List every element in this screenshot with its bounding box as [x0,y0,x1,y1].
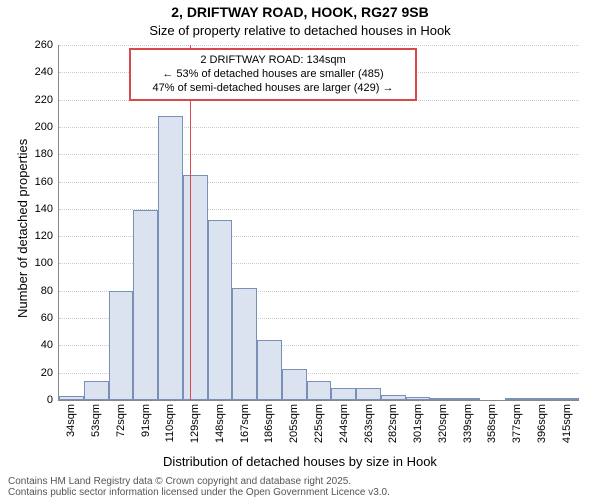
chart-subtitle: Size of property relative to detached ho… [0,23,600,38]
y-tick: 20 [41,367,59,379]
y-tick: 180 [35,148,59,160]
x-tick: 53sqm [90,400,102,437]
bar [307,381,332,400]
bar [282,369,307,400]
y-tick: 240 [35,66,59,78]
plot-area: 02040608010012014016018020022024026034sq… [58,45,579,401]
y-tick: 40 [41,339,59,351]
x-tick: 167sqm [239,400,251,443]
bar [208,220,233,400]
x-tick: 358sqm [486,400,498,443]
x-tick: 339sqm [462,400,474,443]
x-tick: 186sqm [263,400,275,443]
x-tick: 148sqm [214,400,226,443]
y-tick: 140 [35,203,59,215]
annotation-line: ← 53% of detached houses are smaller (48… [137,68,409,82]
x-tick: 396sqm [536,400,548,443]
x-tick: 244sqm [338,400,350,443]
x-tick: 129sqm [189,400,201,443]
chart-title: 2, DRIFTWAY ROAD, HOOK, RG27 9SB [0,4,600,20]
x-tick: 110sqm [164,400,176,442]
credits-line2: Contains public sector information licen… [8,487,600,498]
y-tick: 260 [35,39,59,51]
credits-line1: Contains HM Land Registry data © Crown c… [8,476,600,487]
gridline [59,182,579,183]
gridline [59,154,579,155]
x-tick: 282sqm [387,400,399,443]
y-axis-label: Number of detached properties [15,138,30,317]
bar [133,210,158,400]
y-tick: 220 [35,94,59,106]
annotation-line: 2 DRIFTWAY ROAD: 134sqm [137,54,409,68]
y-tick: 160 [35,176,59,188]
y-tick: 120 [35,230,59,242]
gridline [59,127,579,128]
bar [109,291,134,400]
x-tick: 91sqm [140,400,152,437]
gridline [59,45,579,46]
bar [158,116,183,400]
bar [331,388,356,400]
y-tick: 60 [41,312,59,324]
annotation-box: 2 DRIFTWAY ROAD: 134sqm← 53% of detached… [129,48,417,101]
bar [183,175,208,400]
x-tick: 415sqm [561,400,573,443]
x-tick: 34sqm [65,400,77,437]
x-tick: 320sqm [437,400,449,443]
bar [356,388,381,400]
x-axis-label: Distribution of detached houses by size … [0,454,600,469]
y-tick: 200 [35,121,59,133]
credits: Contains HM Land Registry data © Crown c… [8,476,600,498]
x-tick: 301sqm [412,400,424,443]
x-tick: 72sqm [115,400,127,437]
annotation-line: 47% of semi-detached houses are larger (… [137,82,409,96]
bar [257,340,282,400]
bar [84,381,109,400]
x-tick: 205sqm [288,400,300,443]
x-tick: 225sqm [313,400,325,443]
bar [232,288,257,400]
y-tick: 0 [47,394,59,406]
y-tick: 80 [41,285,59,297]
x-tick: 263sqm [363,400,375,443]
x-tick: 377sqm [511,400,523,443]
y-tick: 100 [35,257,59,269]
